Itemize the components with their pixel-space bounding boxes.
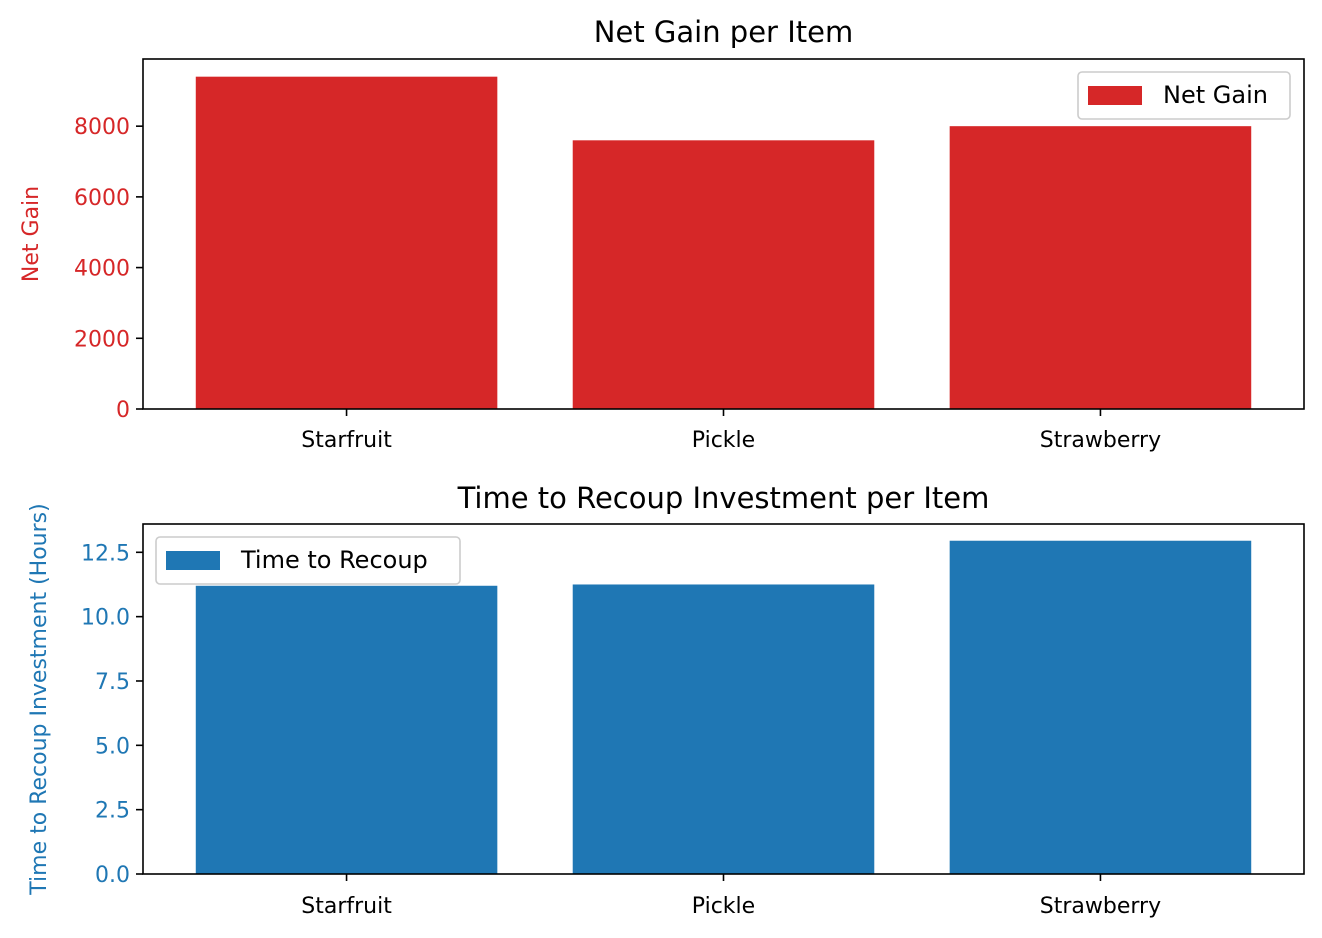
x-tick-label: Strawberry (1040, 428, 1161, 453)
legend-label: Net Gain (1163, 81, 1268, 109)
bar-starfruit (195, 585, 498, 874)
x-tick-label: Strawberry (1040, 894, 1161, 919)
legend-swatch (166, 551, 220, 570)
legend: Net Gain (1077, 71, 1291, 120)
bar-starfruit (195, 76, 498, 410)
chart-panel-1: Net Gain per Item 0 2000 4000 6000 8000 Starfr… (19, 15, 1305, 453)
y-tick-label: 7.5 (95, 670, 130, 695)
bar-strawberry (949, 540, 1252, 874)
y-tick-label: 5.0 (95, 734, 130, 759)
y-tick-label: 6000 (74, 186, 130, 211)
chart-title: Time to Recoup Investment per Item (457, 481, 990, 515)
y-tick-label: 0.0 (95, 863, 130, 888)
chart-title: Net Gain per Item (594, 15, 853, 49)
legend-box (1077, 71, 1291, 120)
bar-pickle (572, 140, 875, 410)
y-tick-label: 2000 (74, 327, 130, 352)
chart-panel-2: Time to Recoup Investment per Item 0.0 2.5… (27, 481, 1305, 919)
x-tick-label: Starfruit (301, 428, 392, 453)
y-tick-label: 10.0 (81, 606, 130, 631)
x-tick-label: Pickle (692, 428, 755, 453)
y-tick-label: 12.5 (81, 541, 130, 566)
x-tick-label: Pickle (692, 894, 755, 919)
legend-label: Time to Recoup (240, 546, 428, 574)
legend-swatch (1088, 86, 1142, 105)
legend-box (155, 536, 461, 585)
bar-pickle (572, 584, 875, 874)
y-tick-label: 0 (116, 398, 130, 423)
y-tick-label: 4000 (74, 257, 130, 282)
y-axis-label: Time to Recoup Investment (Hours) (27, 503, 52, 895)
y-tick-label: 2.5 (95, 799, 130, 824)
bar-strawberry (949, 126, 1252, 409)
y-tick-label: 8000 (74, 115, 130, 140)
y-axis-label: Net Gain (19, 186, 44, 282)
x-tick-label: Starfruit (301, 894, 392, 919)
legend: Time to Recoup (155, 536, 461, 585)
